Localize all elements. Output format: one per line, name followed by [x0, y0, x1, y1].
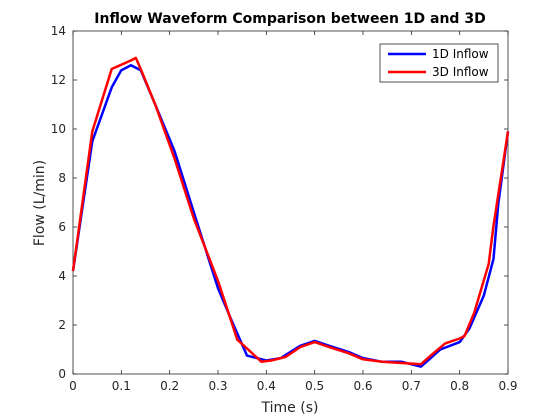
axes-box — [72, 30, 509, 375]
x-tick-label: 0.8 — [450, 379, 469, 393]
y-tick-label: 8 — [58, 171, 66, 185]
legend-label-3d-inflow: 3D Inflow — [432, 65, 489, 79]
axis-ticks: 0 0.1 0.2 0.3 0.4 0.5 0.6 0.7 0.8 0.9 0 2 4 6 8 10 12 14 — [51, 24, 518, 393]
x-tick-label: 0.9 — [498, 379, 517, 393]
x-tick-label: 0.5 — [305, 379, 324, 393]
y-tick-label: 6 — [58, 220, 66, 234]
series-line-3d-inflow — [71, 56, 510, 366]
x-tick-label: 0.2 — [160, 379, 179, 393]
y-tick-label: 14 — [51, 24, 66, 38]
x-tick-label: 0 — [69, 379, 77, 393]
x-axis-label: Time (s) — [261, 400, 319, 416]
legend-box — [379, 43, 499, 83]
chart-title: Inflow Waveform Comparison between 1D an… — [94, 11, 485, 27]
x-tick-label: 0.7 — [402, 379, 421, 393]
y-axis-label: Flow (L/min) — [32, 160, 48, 246]
y-tick-label: 0 — [58, 367, 66, 381]
x-tick-label: 0.1 — [112, 379, 131, 393]
plot-area — [71, 30, 510, 375]
y-tick-label: 4 — [58, 269, 66, 283]
legend-label-1d-inflow: 1D Inflow — [432, 47, 489, 61]
x-tick-label: 0.6 — [353, 379, 372, 393]
x-tick-label: 0.4 — [257, 379, 276, 393]
legend: 1D Inflow 3D Inflow — [379, 43, 499, 83]
x-tick-label: 0.3 — [208, 379, 227, 393]
y-tick-label: 2 — [58, 318, 66, 332]
y-tick-label: 10 — [51, 122, 66, 136]
series-line-1d-inflow — [71, 64, 510, 368]
y-tick-label: 12 — [51, 73, 66, 87]
